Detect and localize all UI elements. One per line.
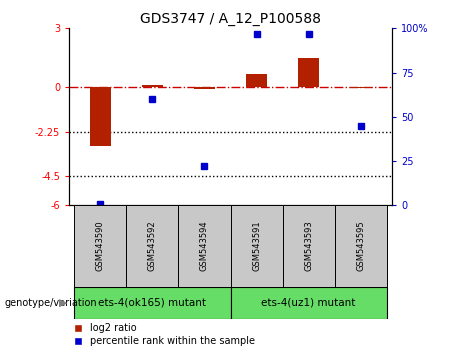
FancyBboxPatch shape bbox=[74, 205, 126, 287]
Bar bbox=[350, 87, 371, 88]
Title: GDS3747 / A_12_P100588: GDS3747 / A_12_P100588 bbox=[140, 12, 321, 26]
Text: genotype/variation: genotype/variation bbox=[5, 298, 97, 308]
FancyBboxPatch shape bbox=[335, 205, 387, 287]
Text: ets-4(uz1) mutant: ets-4(uz1) mutant bbox=[261, 298, 356, 308]
Bar bbox=[142, 85, 163, 87]
Text: GSM543592: GSM543592 bbox=[148, 221, 157, 272]
Bar bbox=[90, 87, 111, 146]
FancyBboxPatch shape bbox=[230, 205, 283, 287]
Text: GSM543591: GSM543591 bbox=[252, 221, 261, 272]
FancyBboxPatch shape bbox=[126, 205, 178, 287]
Bar bbox=[246, 74, 267, 87]
Text: GSM543594: GSM543594 bbox=[200, 221, 209, 272]
FancyBboxPatch shape bbox=[283, 205, 335, 287]
FancyBboxPatch shape bbox=[178, 205, 230, 287]
FancyBboxPatch shape bbox=[74, 287, 230, 319]
Text: ets-4(ok165) mutant: ets-4(ok165) mutant bbox=[99, 298, 207, 308]
Text: GSM543595: GSM543595 bbox=[356, 221, 365, 272]
Bar bbox=[298, 58, 319, 87]
Text: GSM543593: GSM543593 bbox=[304, 221, 313, 272]
Bar bbox=[194, 87, 215, 89]
Text: ▶: ▶ bbox=[59, 298, 67, 308]
FancyBboxPatch shape bbox=[230, 287, 387, 319]
Legend: log2 ratio, percentile rank within the sample: log2 ratio, percentile rank within the s… bbox=[74, 324, 254, 346]
Text: GSM543590: GSM543590 bbox=[96, 221, 105, 272]
